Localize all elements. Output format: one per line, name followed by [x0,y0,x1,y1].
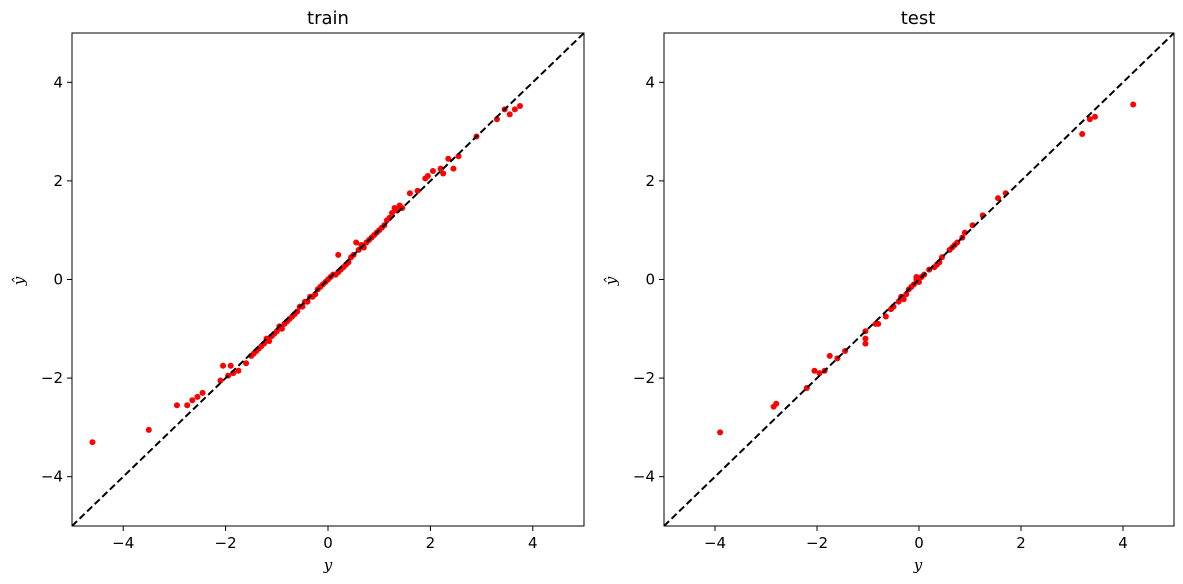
test-point-2 [773,400,780,407]
train-point-90 [517,102,523,109]
test-panel: test −4 −2 0 2 4 −4 −2 0 2 4 y ŷ [602,8,1175,574]
train-point-6 [199,389,206,396]
train-x-tick-label-2: 0 [323,534,333,552]
test-point-48 [1130,101,1137,108]
train-point-8 [220,362,227,369]
test-point-0 [717,429,724,436]
train-point-36 [304,298,311,305]
train-title: train [307,8,349,29]
train-point-83 [450,165,457,172]
train-point-12 [235,367,242,374]
train-plot-area: −4 −2 0 2 4 −4 −2 0 2 4 [41,32,585,552]
train-point-75 [406,190,413,197]
train-y-axis-label: ŷ [10,276,28,286]
test-y-tick-label-4: 4 [645,73,655,91]
test-point-15 [882,313,889,320]
test-x-tick-label-2: 0 [914,534,924,552]
train-panel: train −4 −2 0 2 4 −4 −2 0 2 4 y ŷ [10,8,585,574]
train-x-tick-label-3: 2 [426,534,436,552]
test-y-tick-label-3: 2 [645,172,655,190]
train-point-89 [511,106,518,113]
test-y-tick-label-1: −2 [633,369,655,387]
train-identity-line [72,33,584,526]
train-point-80 [437,165,444,172]
train-point-76 [414,187,421,194]
train-x-tick-label-4: 4 [528,534,538,552]
test-x-tick-label-3: 2 [1016,534,1026,552]
test-point-46 [1086,116,1093,123]
train-point-21 [266,338,273,345]
test-point-45 [1079,131,1086,138]
train-point-82 [445,155,452,162]
train-point-0 [89,439,96,446]
train-y-tick-label-1: −2 [41,369,63,387]
test-y-tick-label-2: 0 [645,271,655,289]
train-point-79 [429,168,436,175]
test-title: test [901,8,936,29]
train-point-84 [455,153,462,160]
test-x-tick-label-1: −2 [806,534,828,552]
train-point-13 [243,360,250,367]
test-point-21 [903,291,910,298]
train-point-81 [440,170,447,177]
train-point-39 [312,291,319,298]
train-point-10 [227,362,234,369]
train-point-4 [189,397,196,404]
train-point-88 [506,111,513,118]
train-point-49 [335,251,342,258]
test-plot-area: −4 −2 0 2 4 −4 −2 0 2 4 [633,32,1175,552]
train-y-tick-label-4: 4 [53,73,63,91]
test-point-18 [895,298,902,305]
test-point-7 [826,352,833,359]
test-point-14 [875,320,882,327]
train-point-7 [217,377,224,384]
train-point-2 [173,402,180,409]
train-data-layer [72,33,584,526]
train-point-3 [184,402,191,409]
test-point-5 [816,370,823,377]
train-y-tick-label-0: −4 [41,468,63,486]
train-x-axis-label: y [323,556,333,574]
test-point-26 [913,274,920,281]
train-point-1 [145,426,152,433]
train-x-tick-label-1: −2 [215,534,237,552]
test-point-4 [811,367,818,374]
test-point-12 [862,340,869,347]
test-x-tick-label-0: −4 [704,534,726,552]
test-point-47 [1091,113,1098,120]
train-point-70 [389,209,395,216]
train-y-tick-label-2: 0 [53,271,63,289]
test-point-11 [862,335,869,342]
train-y-tick-label-3: 2 [53,172,63,190]
test-x-tick-label-4: 4 [1118,534,1128,552]
test-identity-line [664,33,1174,526]
test-y-axis-label: ŷ [602,276,620,286]
test-x-axis-label: y [913,556,923,574]
train-point-56 [353,239,360,246]
train-point-24 [273,328,280,335]
train-point-78 [424,172,431,179]
train-point-5 [194,393,201,400]
train-x-tick-label-0: −4 [112,534,134,552]
test-y-tick-label-0: −4 [633,468,655,486]
train-point-26 [278,325,285,332]
test-point-43 [995,195,1002,202]
test-point-20 [900,296,907,303]
test-data-layer [664,33,1174,526]
